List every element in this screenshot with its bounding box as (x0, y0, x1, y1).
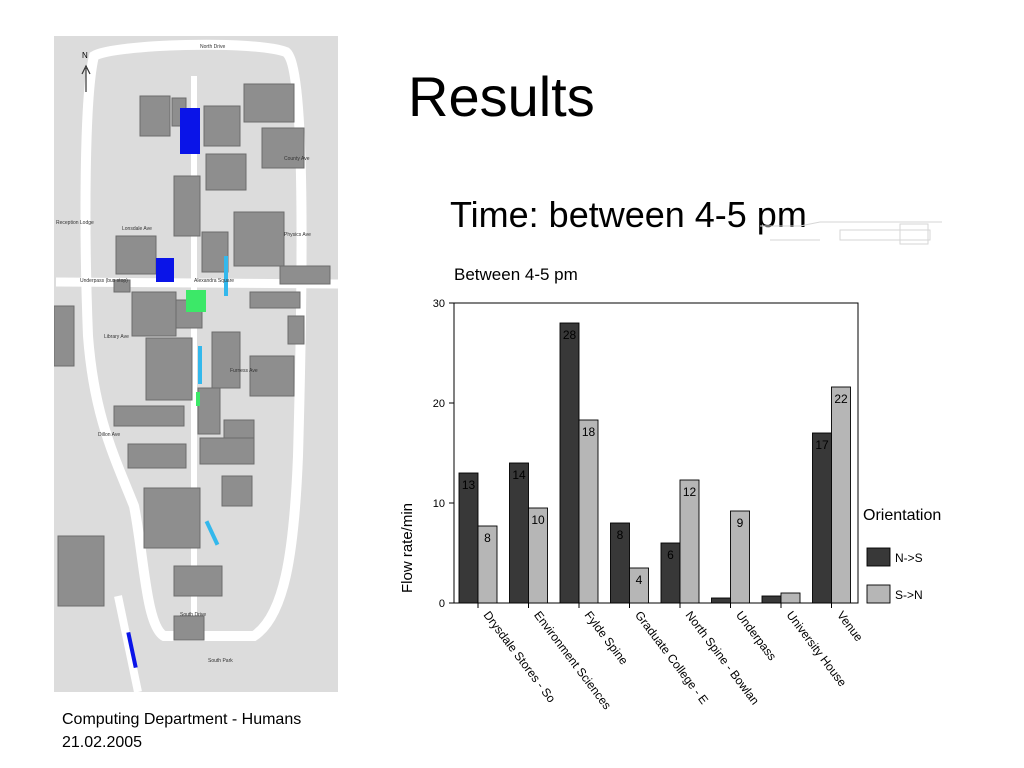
data-label-s-n-3: 4 (636, 573, 643, 587)
campus-map-drawing: N North Drive Reception Lodge Lonsdale A… (54, 39, 338, 692)
bar-n-s-5 (711, 597, 731, 604)
ring-road (80, 39, 307, 641)
map-label-dillon-ave: Dillon Ave (98, 432, 120, 438)
plot-frame (453, 302, 859, 604)
flow-rate-chart-svg: Between 4-5 pm Flow rate/min 0102030138D… (399, 265, 941, 712)
y-tick-label-3: 30 (433, 298, 445, 310)
bar-s-n-0 (477, 525, 498, 604)
map-label-alexandra-square: Alexandra Square (194, 278, 234, 284)
footer-date: 21.02.2005 (62, 734, 143, 751)
south-road (114, 595, 142, 692)
y-tick-label-1: 10 (433, 498, 445, 510)
x-tick-label-7: Venue (834, 608, 866, 644)
north-label: N (82, 51, 88, 60)
data-label-s-n-7: 22 (834, 392, 848, 406)
highlight-fylde-spine (198, 346, 202, 384)
y-tick-label-2: 20 (433, 398, 445, 410)
data-label-s-n-1: 10 (531, 513, 545, 527)
bar-n-s-2 (559, 322, 580, 604)
map-label-county-ave: County Ave (284, 156, 310, 162)
map-label-underpass: Underpass (bus stop) (80, 278, 128, 284)
data-label-n-s-0: 13 (462, 478, 476, 492)
highlight-graduate (196, 392, 200, 406)
bar-s-n-6 (780, 592, 801, 604)
chart-title: Between 4-5 pm (454, 265, 578, 284)
legend: Orientation N->S S->N (863, 507, 941, 604)
map-remnant (760, 221, 942, 245)
bar-s-n-3 (629, 567, 649, 604)
legend-title: Orientation (863, 507, 941, 524)
map-label-lonsdale-ave: Lonsdale Ave (122, 226, 152, 232)
y-axis-label: Flow rate/min (399, 503, 416, 593)
data-label-s-n-0: 8 (484, 531, 491, 545)
flow-rate-chart: Between 4-5 pm Flow rate/min 0 10 20 30 13 8 D… (392, 258, 992, 718)
data-label-n-s-7: 17 (815, 438, 829, 452)
bar-s-n-4 (679, 479, 700, 604)
bar-s-n-7 (831, 386, 851, 604)
highlight-spine-east (224, 256, 228, 296)
data-label-s-n-5: 9 (737, 516, 744, 530)
bar-n-s-0 (458, 472, 479, 604)
map-label-library-ave: Library Ave (104, 334, 129, 340)
footer-department: Computing Department - Humans (62, 711, 302, 728)
slide-footer: Computing Department - Humans 21.02.2005 (62, 708, 301, 754)
data-label-s-n-4: 12 (683, 485, 697, 499)
legend-label-s-n: S->N (895, 588, 923, 602)
data-label-n-s-2: 28 (563, 328, 577, 342)
bar-n-s-7 (812, 432, 832, 604)
map-label-reception-lodge: Reception Lodge (56, 220, 94, 226)
north-arrow-head-icon (81, 64, 91, 75)
highlight-north-spine (180, 108, 200, 154)
data-label-s-n-2: 18 (582, 425, 596, 439)
highlight-underpass (156, 258, 174, 282)
data-label-n-s-1: 14 (512, 468, 526, 482)
campus-map: N North Drive Reception Lodge Lonsdale A… (54, 36, 338, 692)
data-label-n-s-4: 6 (667, 548, 674, 562)
map-label-south-park: South Park (208, 658, 233, 664)
highlight-south-east (204, 520, 220, 546)
slide-title: Results (408, 65, 595, 128)
bar-n-s-6 (761, 595, 782, 604)
legend-swatch-n-s (866, 547, 891, 567)
bar-n-s-3 (610, 522, 630, 604)
map-label-furness-ave: Furness Ave (230, 368, 258, 374)
legend-swatch-s-n (866, 584, 891, 604)
data-label-n-s-3: 8 (617, 528, 624, 542)
map-label-north-drive: North Drive (200, 44, 226, 50)
legend-label-n-s: N->S (895, 551, 923, 565)
highlight-alexandra-square (186, 290, 206, 312)
map-label-physics-ave: Physics Ave (284, 232, 311, 238)
bar-s-n-1 (528, 507, 548, 604)
bar-s-n-2 (578, 419, 599, 604)
slide-subtitle: Time: between 4-5 pm (450, 194, 807, 235)
y-tick-label-0: 0 (439, 598, 445, 610)
highlight-south-path (126, 631, 138, 669)
bar-s-n-5 (730, 510, 750, 604)
map-label-south-drive: South Drive (180, 612, 206, 618)
x-tick-label-2: Fylde Spine (582, 608, 632, 667)
x-tick-label-5: Underpass (733, 608, 779, 663)
bar-n-s-1 (509, 462, 529, 604)
